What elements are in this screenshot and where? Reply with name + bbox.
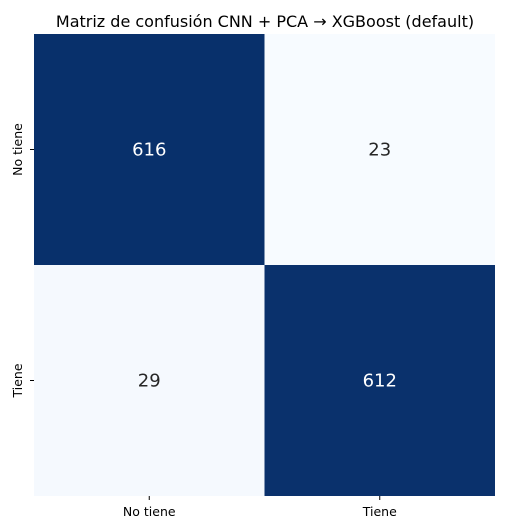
- x-tick-label: Tiene: [362, 504, 397, 519]
- x-axis: No tiene Tiene: [123, 496, 397, 519]
- y-tick-label: Tiene: [10, 363, 25, 398]
- heatmap-cells: [34, 34, 495, 496]
- heatmap-cell: [34, 34, 265, 265]
- heatmap-cell: [264, 265, 495, 496]
- chart-title: Matriz de confusión CNN + PCA → XGBoost …: [56, 12, 474, 31]
- y-axis: No tiene Tiene: [10, 123, 34, 399]
- cell-value-label: 616: [132, 140, 166, 161]
- x-tick-label: No tiene: [123, 504, 176, 519]
- cell-value-labels: 616 23 29 612: [132, 140, 397, 392]
- y-tick-label: No tiene: [10, 123, 25, 176]
- cell-value-label: 23: [368, 140, 391, 161]
- heatmap-cell: [264, 34, 495, 265]
- cell-value-label: 612: [363, 371, 397, 392]
- heatmap-cell: [34, 265, 265, 496]
- cell-value-label: 29: [138, 371, 161, 392]
